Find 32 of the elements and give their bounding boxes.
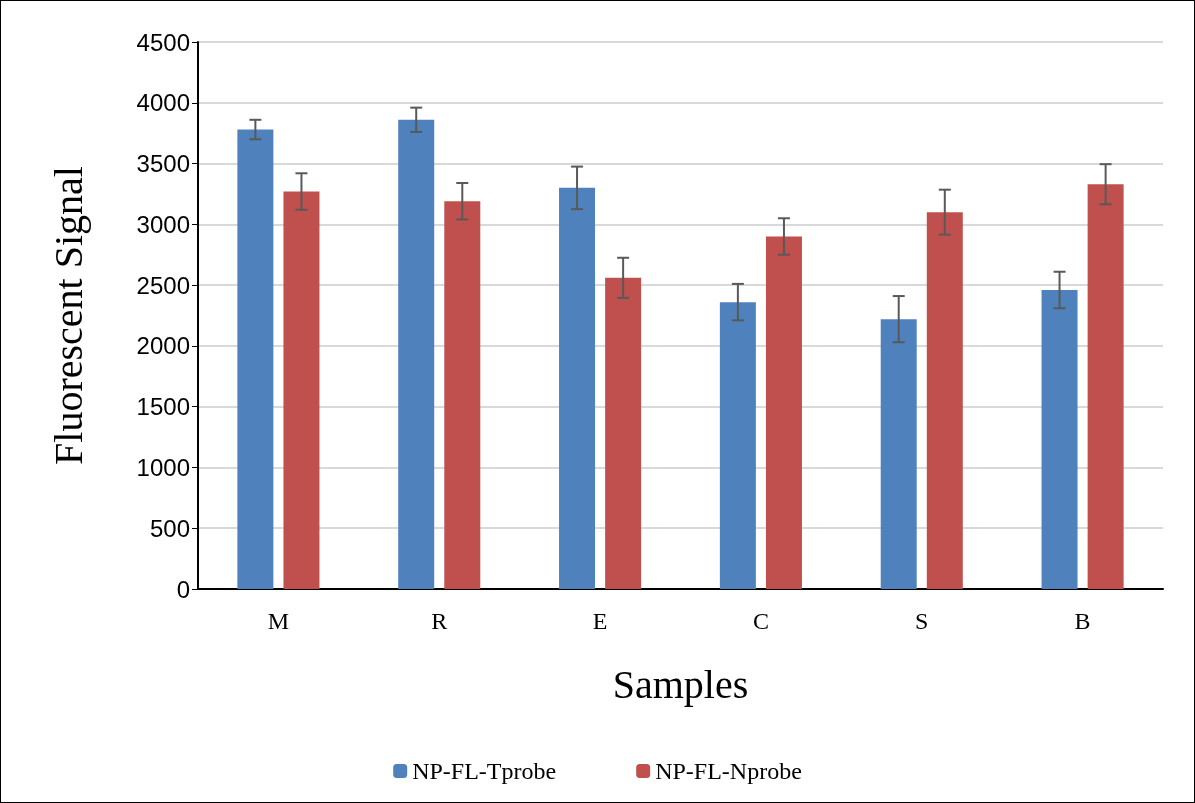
bar [1087, 184, 1124, 589]
y-tick-label: 4500 [136, 28, 190, 56]
bar [719, 302, 756, 589]
y-tick-label: 3000 [136, 210, 190, 238]
x-tick-label: S [915, 608, 929, 634]
bar [880, 319, 917, 589]
x-tick-label: E [592, 608, 608, 634]
y-tick-label: 4000 [136, 89, 190, 117]
y-tick-label: 2500 [136, 271, 190, 299]
y-tick-label: 0 [176, 575, 190, 603]
y-tick-label: 1000 [136, 453, 190, 481]
x-tick-label: C [752, 608, 769, 634]
y-tick-label: 1500 [136, 393, 190, 421]
y-tick-label: 500 [149, 514, 190, 542]
bar [765, 236, 802, 589]
bar [1041, 289, 1078, 589]
legend-label: NP-FL-Tprobe [412, 758, 557, 784]
x-tick-label: B [1074, 608, 1091, 634]
bar [283, 191, 320, 589]
bar [926, 212, 963, 589]
bar [605, 277, 642, 589]
legend-label: NP-FL-Nprobe [655, 758, 802, 784]
y-tick-label: 3500 [136, 150, 190, 178]
x-axis-title: Samples [612, 661, 749, 707]
x-tick-label: M [267, 608, 290, 634]
bar [237, 129, 274, 589]
bar [398, 119, 435, 589]
bar [444, 201, 481, 589]
x-tick-label: R [431, 608, 448, 634]
bar [559, 187, 596, 589]
y-tick-label: 2000 [136, 332, 190, 360]
y-axis-title: Fluorescent Signal [45, 166, 91, 465]
